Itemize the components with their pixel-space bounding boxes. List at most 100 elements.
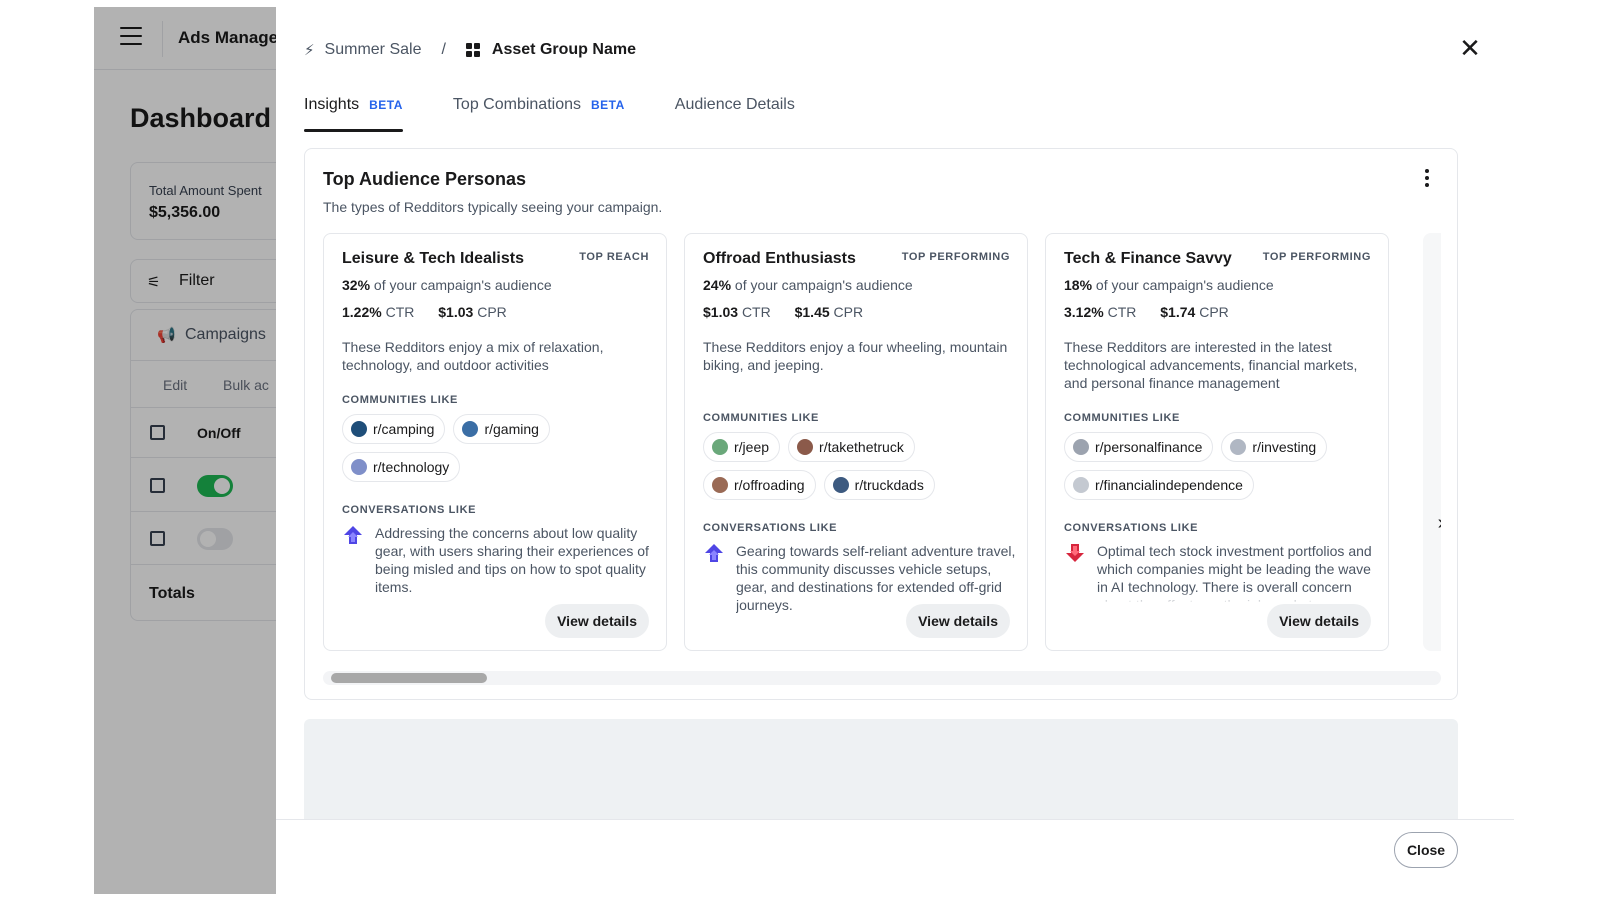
panel-title: Top Audience Personas (323, 169, 527, 189)
row-checkbox[interactable] (150, 531, 165, 546)
community-name: r/technology (373, 459, 450, 475)
community-chips: r/jeep r/takethetruck r/offroading r/tru… (703, 432, 1013, 500)
campaigns-tab[interactable]: Campaigns (185, 326, 266, 343)
community-chips: r/camping r/gaming r/technology (342, 414, 652, 482)
community-chip[interactable]: r/investing (1221, 432, 1328, 462)
trending-up-icon (705, 544, 723, 562)
view-details-button[interactable]: View details (545, 604, 649, 638)
divider (131, 360, 393, 361)
community-avatar-icon (351, 421, 367, 437)
community-chip[interactable]: r/jeep (703, 432, 781, 462)
community-name: r/personalfinance (1095, 439, 1203, 455)
communities-heading: COMMUNITIES LIKE (703, 412, 819, 424)
megaphone-icon: 📢 (157, 327, 176, 344)
totals-label: Totals (149, 585, 195, 602)
community-avatar-icon (351, 459, 367, 475)
cpr-value: $1.74 (1160, 304, 1196, 320)
close-icon[interactable]: ✕ (1459, 33, 1481, 63)
community-name: r/jeep (734, 439, 770, 455)
tab-bar: Insights BETA Top Combinations BETA Audi… (304, 90, 845, 132)
conversations-heading: CONVERSATIONS LIKE (342, 504, 477, 516)
persona-card: Leisure & Tech Idealists TOP REACH 32% o… (323, 233, 667, 651)
persona-name: Tech & Finance Savvy (1064, 250, 1232, 267)
community-chip[interactable]: r/truckdads (823, 470, 935, 500)
filter-button[interactable]: Filter (179, 272, 215, 289)
cpr-value: $1.03 (438, 304, 474, 320)
scrollbar-thumb[interactable] (331, 673, 487, 683)
text-fade (1097, 590, 1377, 604)
breadcrumb-asset-group: Asset Group Name (491, 41, 636, 58)
hamburger-menu-icon[interactable] (120, 27, 142, 45)
row-checkbox[interactable] (150, 478, 165, 493)
community-avatar-icon (712, 439, 728, 455)
audience-share: 18% of your campaign's audience (1064, 277, 1274, 293)
tab-audience-details[interactable]: Audience Details (675, 90, 795, 132)
tab-label: Top Combinations (452, 96, 581, 113)
edit-button[interactable]: Edit (163, 377, 188, 393)
community-chip[interactable]: r/takethetruck (788, 432, 915, 462)
conversations-heading: CONVERSATIONS LIKE (703, 522, 838, 534)
persona-card: Tech & Finance Savvy TOP PERFORMING 18% … (1045, 233, 1389, 651)
community-chip[interactable]: r/technology (342, 452, 461, 482)
tab-top-combinations[interactable]: Top Combinations BETA (453, 90, 625, 132)
conversation-summary: Addressing the concerns about low qualit… (375, 525, 649, 595)
community-chip[interactable]: r/camping (342, 414, 446, 444)
audience-personas-panel: Top Audience Personas The types of Reddi… (304, 148, 1458, 700)
topbar-divider (162, 21, 163, 57)
more-options-icon[interactable] (1419, 167, 1435, 189)
onoff-column-header: On/Off (197, 425, 241, 441)
community-avatar-icon (1230, 439, 1247, 455)
communities-heading: COMMUNITIES LIKE (1064, 412, 1180, 424)
cpr-label: CPR (1199, 304, 1229, 320)
community-chip[interactable]: r/offroading (703, 470, 816, 500)
campaigns-table: 📢 Campaigns Edit Bulk ac On/Off Totals (130, 309, 394, 621)
campaign-toggle-off[interactable] (197, 528, 233, 550)
campaign-toggle-on[interactable] (197, 475, 233, 497)
tab-label: Insights (304, 96, 360, 113)
community-name: r/investing (1252, 439, 1317, 455)
community-avatar-icon (832, 477, 849, 493)
beta-badge: BETA (591, 98, 625, 112)
select-all-checkbox[interactable] (150, 425, 165, 440)
bolt-icon: ⚡ (304, 42, 315, 59)
divider (131, 457, 393, 458)
persona-metrics: $1.03 CTR $1.45 CPR (703, 304, 863, 320)
share-value: 32% (342, 277, 371, 293)
close-button[interactable]: Close (1394, 832, 1458, 868)
breadcrumb: ⚡ Summer Sale / Asset Group Name (304, 38, 636, 62)
conversation-summary: Gearing towards self-reliant adventure t… (736, 543, 1016, 613)
community-chip[interactable]: r/personalfinance (1064, 432, 1214, 462)
loading-placeholder (304, 719, 1458, 819)
breadcrumb-separator: / (441, 41, 446, 58)
persona-description: These Redditors enjoy a mix of relaxatio… (342, 339, 604, 373)
community-avatar-icon (462, 421, 479, 437)
communities-heading: COMMUNITIES LIKE (342, 394, 458, 406)
chevron-right-icon[interactable]: › (1431, 513, 1441, 533)
ctr-label: CTR (1107, 304, 1137, 320)
bulk-actions-button[interactable]: Bulk ac (223, 377, 269, 393)
community-chip[interactable]: r/gaming (453, 414, 550, 444)
app-name: Ads Manager (178, 28, 285, 47)
community-avatar-icon (797, 439, 814, 455)
community-name: r/financialindependence (1095, 477, 1243, 493)
persona-badge: TOP PERFORMING (901, 251, 1010, 263)
trending-up-icon (344, 526, 362, 544)
share-text: of your campaign's audience (1095, 277, 1274, 293)
persona-name: Leisure & Tech Idealists (342, 250, 524, 267)
audience-share: 32% of your campaign's audience (342, 277, 552, 293)
community-name: r/truckdads (854, 477, 924, 493)
cpr-value: $1.45 (794, 304, 830, 320)
next-persona-card-peek (1423, 233, 1441, 651)
view-details-button[interactable]: View details (1267, 604, 1371, 638)
ctr-value: 1.22% (342, 304, 382, 320)
tab-insights[interactable]: Insights BETA (304, 90, 403, 132)
persona-metrics: 3.12% CTR $1.74 CPR (1064, 304, 1229, 320)
community-name: r/offroading (734, 477, 805, 493)
persona-carousel[interactable]: Leisure & Tech Idealists TOP REACH 32% o… (323, 233, 1441, 653)
view-details-button[interactable]: View details (906, 604, 1010, 638)
horizontal-scrollbar[interactable] (323, 671, 1441, 685)
community-chip[interactable]: r/financialindependence (1064, 470, 1254, 500)
breadcrumb-campaign[interactable]: Summer Sale (324, 41, 422, 58)
share-text: of your campaign's audience (734, 277, 913, 293)
ctr-label: CTR (741, 304, 771, 320)
